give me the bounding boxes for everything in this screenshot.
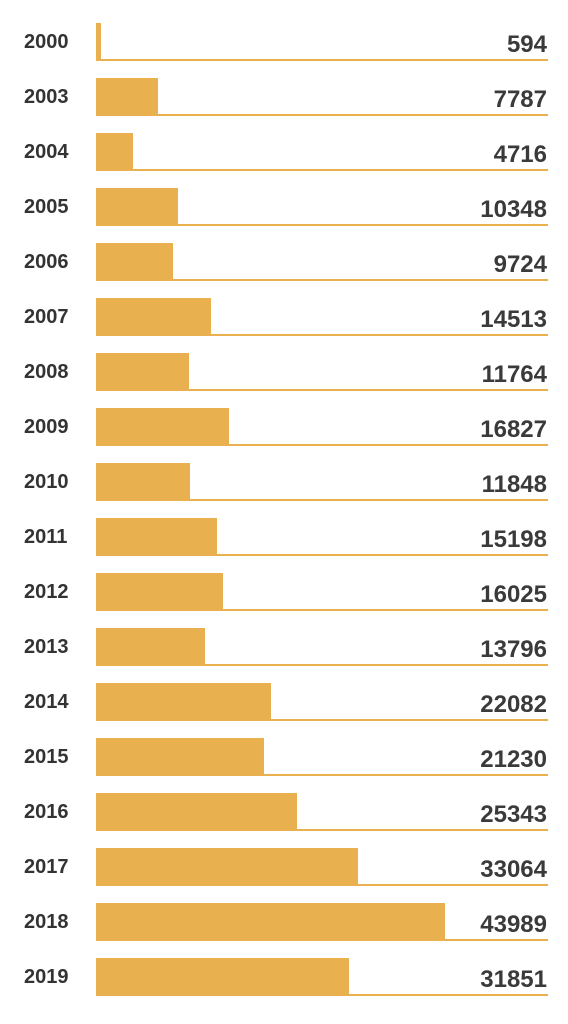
value-label: 16025 — [480, 581, 547, 608]
value-label: 16827 — [480, 416, 547, 443]
category-label: 2019 — [24, 966, 69, 988]
bar — [96, 518, 217, 555]
bar-baseline — [96, 609, 548, 611]
category-label: 2017 — [24, 856, 69, 878]
bar — [96, 738, 265, 775]
category-label: 2004 — [24, 141, 69, 163]
category-label: 2003 — [24, 86, 69, 108]
bar-baseline — [96, 829, 548, 831]
bar — [96, 628, 206, 665]
bar — [96, 408, 230, 445]
value-label: 25343 — [480, 801, 547, 828]
category-label: 2008 — [24, 361, 69, 383]
bar — [96, 683, 272, 720]
bar — [96, 793, 297, 830]
bar — [96, 958, 349, 995]
value-label: 594 — [506, 31, 547, 58]
bar — [96, 463, 190, 500]
value-label: 11764 — [481, 361, 547, 388]
value-label: 10348 — [480, 196, 547, 223]
value-label: 14513 — [480, 306, 547, 333]
value-label: 31851 — [480, 966, 547, 993]
category-label: 2014 — [24, 691, 69, 713]
category-label: 2015 — [24, 746, 69, 768]
category-label: 2007 — [24, 306, 69, 328]
bar — [96, 243, 174, 280]
category-label: 2013 — [24, 636, 69, 658]
bar-baseline — [96, 279, 548, 281]
bar-baseline — [96, 664, 548, 666]
bar-baseline — [96, 719, 548, 721]
value-label: 9724 — [493, 251, 547, 278]
bar-baseline — [96, 774, 548, 776]
category-label: 2016 — [24, 801, 69, 823]
category-label: 2012 — [24, 581, 69, 603]
value-label: 13796 — [480, 636, 547, 663]
value-label: 4716 — [493, 141, 547, 168]
bar-baseline — [96, 939, 548, 941]
bar — [96, 23, 101, 60]
bar — [96, 903, 445, 940]
bar — [96, 573, 224, 610]
category-label: 2000 — [24, 31, 69, 53]
bar — [96, 848, 359, 885]
bar-baseline — [96, 114, 548, 116]
bar — [96, 133, 134, 170]
bar-baseline — [96, 59, 548, 61]
bar — [96, 188, 179, 225]
value-label: 15198 — [480, 526, 547, 553]
value-label: 21230 — [480, 746, 547, 773]
category-label: 2006 — [24, 251, 69, 273]
bar — [96, 298, 212, 335]
bar-baseline — [96, 994, 548, 996]
bar-baseline — [96, 444, 548, 446]
value-label: 11848 — [481, 471, 547, 498]
category-label: 2010 — [24, 471, 69, 493]
bar-baseline — [96, 884, 548, 886]
value-label: 7787 — [493, 86, 547, 113]
value-label: 43989 — [480, 911, 547, 938]
bar-baseline — [96, 169, 548, 171]
bar-baseline — [96, 224, 548, 226]
bar — [96, 353, 190, 390]
category-label: 2009 — [24, 416, 69, 438]
bar-baseline — [96, 499, 548, 501]
category-label: 2018 — [24, 911, 69, 933]
category-label: 2005 — [24, 196, 69, 218]
bar-baseline — [96, 554, 548, 556]
bar-baseline — [96, 334, 548, 336]
value-label: 33064 — [480, 856, 547, 883]
bar — [96, 78, 158, 115]
value-label: 22082 — [480, 691, 547, 718]
category-label: 2011 — [24, 526, 68, 548]
bar-baseline — [96, 389, 548, 391]
